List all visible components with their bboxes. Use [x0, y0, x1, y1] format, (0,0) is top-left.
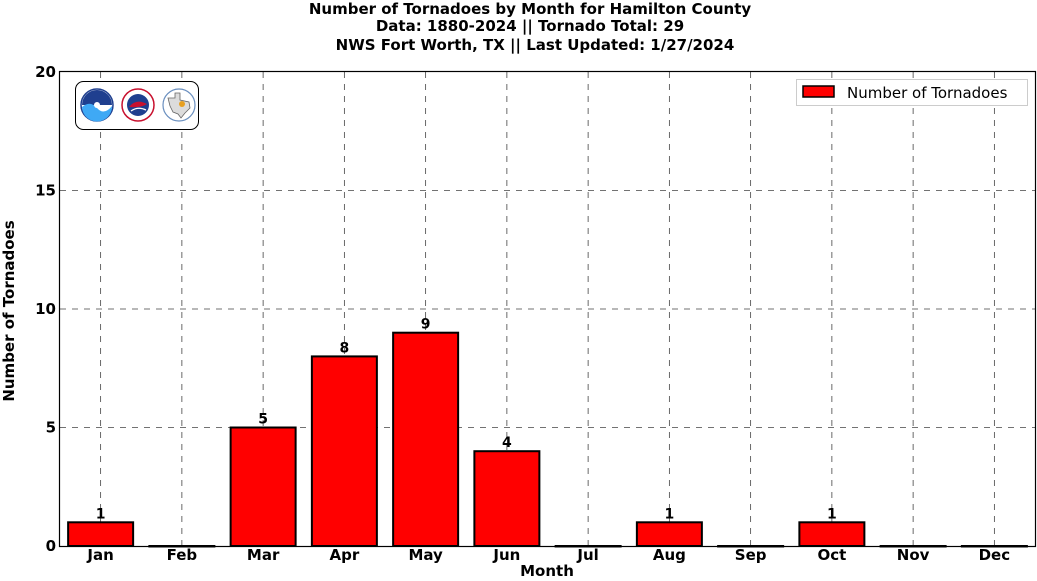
legend-label: Number of Tornadoes	[847, 84, 1008, 102]
data-label: 1	[665, 506, 675, 522]
chart-title: Number of Tornadoes by Month for Hamilto…	[309, 0, 752, 55]
bar-aug	[635, 521, 703, 547]
data-label: 1	[96, 506, 106, 522]
x-tick-label: Sep	[735, 546, 767, 564]
plot-frame	[58, 70, 1037, 548]
x-axis-label: Month	[520, 562, 574, 580]
y-tick-label: 10	[35, 300, 56, 318]
x-tick-label: Feb	[167, 546, 198, 564]
bar-jan	[67, 521, 135, 547]
y-tick-label: 0	[46, 537, 56, 555]
data-label: 9	[421, 317, 431, 333]
bar-apr	[310, 355, 378, 547]
grid-lines	[60, 72, 1035, 546]
legend-swatch	[802, 85, 835, 98]
data-label: 8	[340, 340, 350, 356]
chart-title-line-1: Number of Tornadoes by Month for Hamilto…	[309, 0, 752, 18]
x-tick-label: Jun	[492, 546, 520, 564]
x-tick-label: Apr	[330, 546, 360, 564]
chart-title-line-2: Data: 1880-2024 || Tornado Total: 29	[376, 17, 684, 36]
bar-jun	[473, 450, 541, 548]
y-tick-labels: 0 5 10 15 20	[35, 63, 56, 555]
x-tick-label: Oct	[817, 546, 846, 564]
x-tick-label: Jan	[86, 546, 113, 564]
bar-mar	[229, 426, 297, 547]
x-tick-label: Mar	[247, 546, 280, 564]
bar-oct	[798, 521, 866, 547]
data-label: 4	[502, 435, 512, 451]
noaa-logo	[80, 88, 114, 122]
texas-logo	[162, 88, 196, 122]
data-label: 5	[258, 412, 268, 428]
nws-logo	[121, 88, 155, 122]
y-tick-label: 20	[35, 63, 56, 81]
bars	[67, 331, 1028, 548]
x-tick-label: Aug	[653, 546, 686, 564]
x-tick-label: Dec	[979, 546, 1011, 564]
data-labels: 1 5 8 9 4 1 1	[96, 317, 837, 523]
legend: Number of Tornadoes	[796, 79, 1028, 106]
x-tick-label: Nov	[897, 546, 930, 564]
y-axis-label: Number of Tornadoes	[0, 220, 18, 401]
bar-may	[392, 331, 460, 548]
y-tick-label: 15	[35, 182, 56, 200]
chart-title-line-3: NWS Fort Worth, TX || Last Updated: 1/27…	[336, 36, 735, 55]
logo-box	[75, 81, 199, 130]
x-tick-label: May	[408, 546, 443, 564]
y-tick-label: 5	[46, 419, 56, 437]
data-label: 1	[827, 506, 837, 522]
x-tick-label: Jul	[576, 546, 598, 564]
x-tick-labels: Jan Feb Mar Apr May Jun Jul Aug Sep Oct Nov Dec	[86, 546, 1010, 564]
